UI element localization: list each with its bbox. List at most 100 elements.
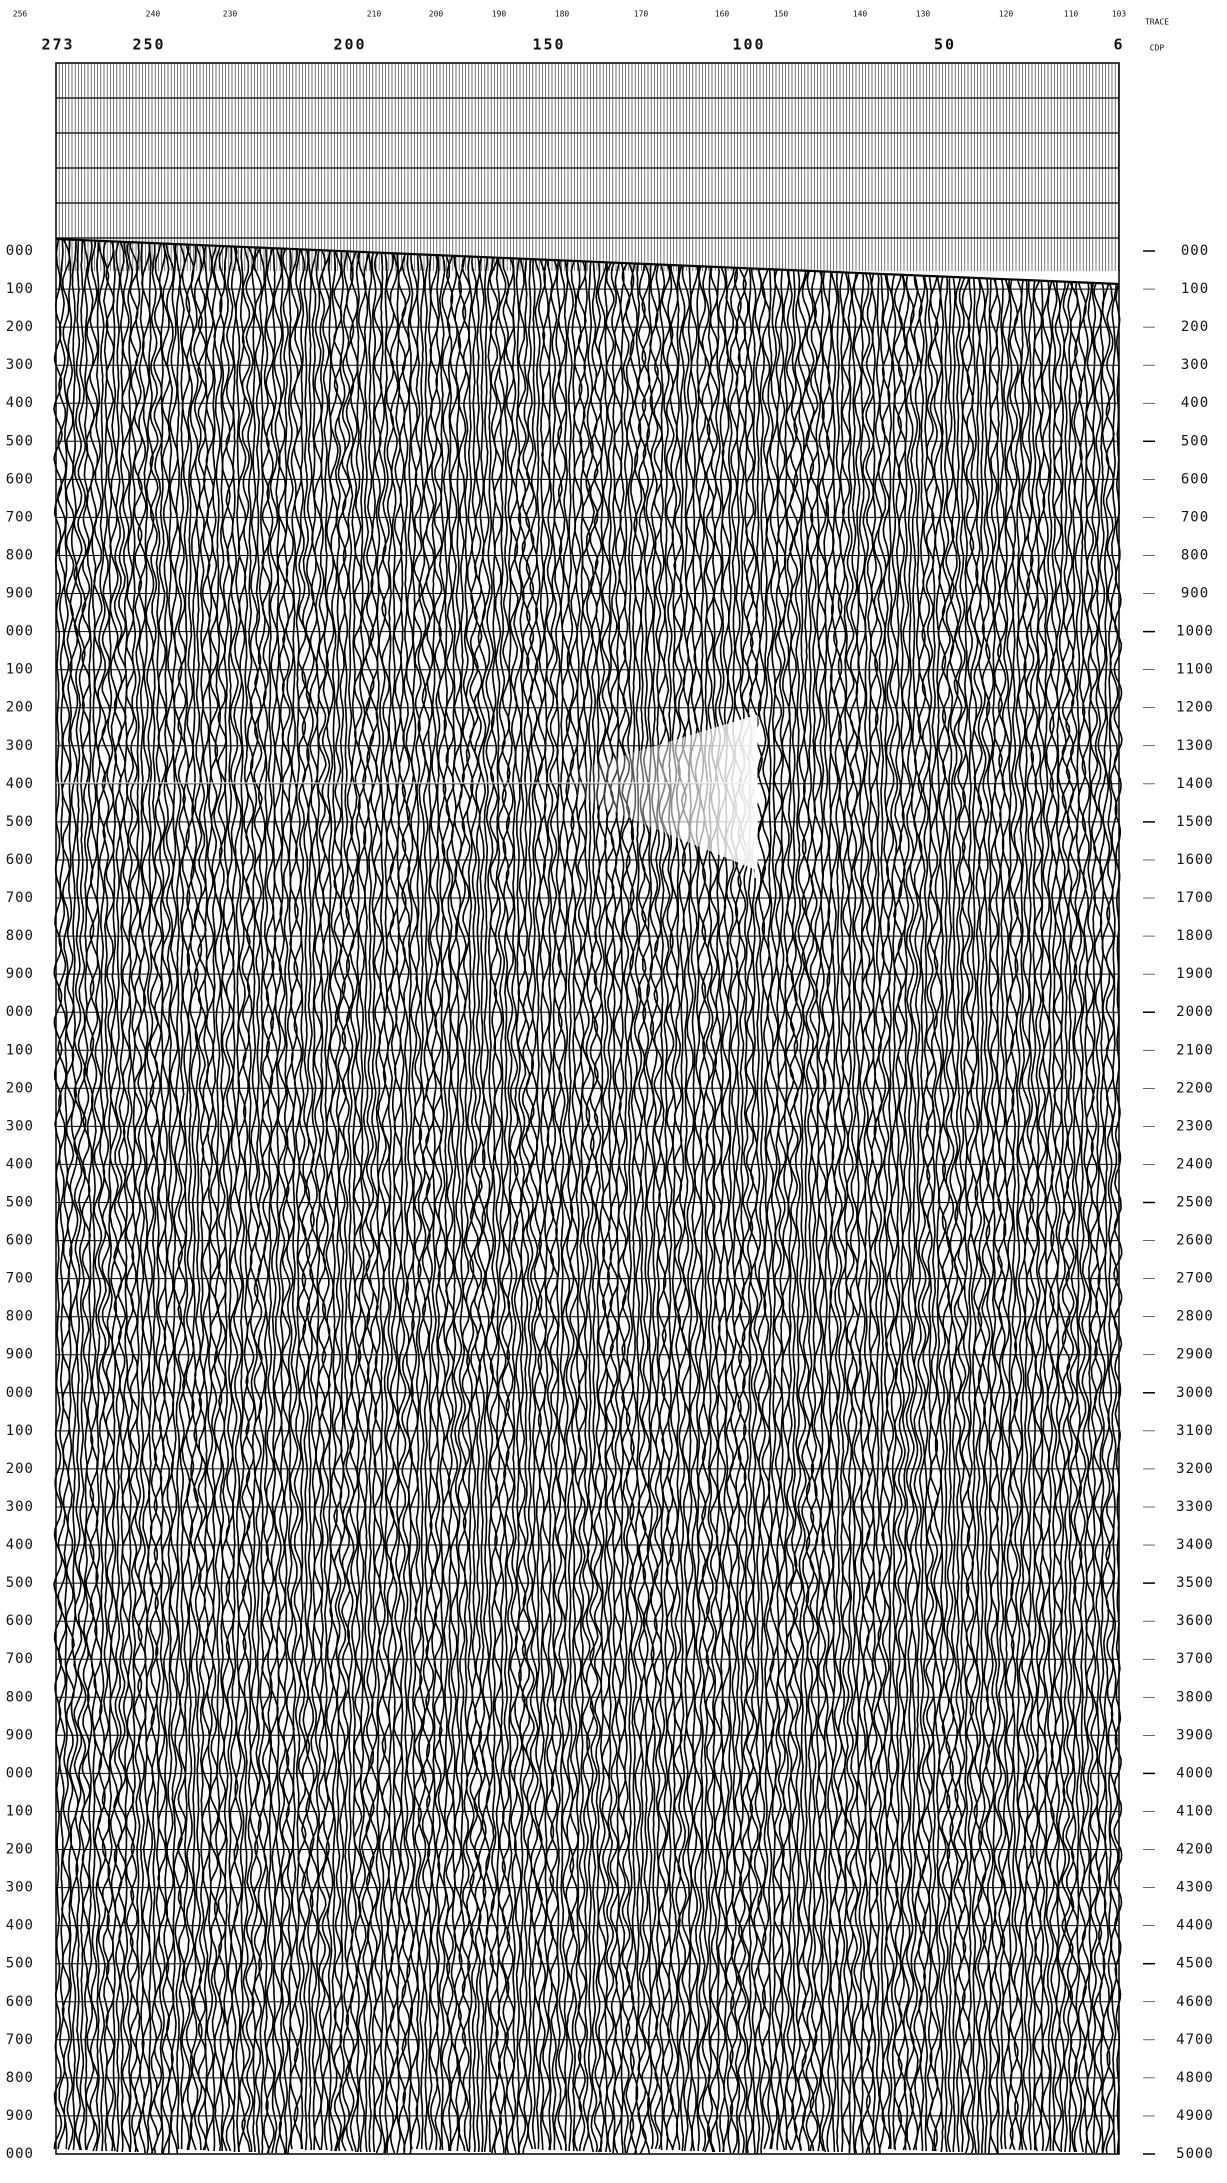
right-time-label: 1700 [1176, 890, 1214, 906]
trace-label: 103 [1112, 10, 1127, 19]
trace [261, 247, 271, 2153]
trace [277, 248, 287, 2155]
left-time-label: 900 [6, 1347, 34, 1363]
trace [413, 254, 423, 2150]
trace [977, 277, 987, 2154]
trace [1033, 280, 1043, 2152]
trace [893, 274, 903, 2151]
left-time-label: 700 [6, 2032, 34, 2048]
trace [909, 274, 919, 2151]
trace [1037, 280, 1047, 2152]
left-time-label: 100 [6, 1042, 34, 1058]
trace-caption: TRACE [1145, 18, 1169, 27]
left-time-label: 200 [6, 1080, 34, 1096]
trace-label: 110 [1064, 10, 1079, 19]
trace [621, 262, 631, 2154]
trace [117, 241, 128, 2153]
right-time-label: 2600 [1176, 1233, 1214, 1249]
trace [901, 274, 911, 2151]
right-time-label: 2200 [1176, 1080, 1214, 1096]
trace [829, 271, 839, 2153]
left-time-label: 800 [6, 928, 34, 944]
trace [461, 255, 471, 2152]
trace [553, 259, 563, 2151]
trace [757, 268, 767, 2155]
trace [533, 258, 543, 2150]
left-time-label: 100 [6, 281, 34, 297]
trace [801, 270, 811, 2152]
trace [325, 250, 335, 2152]
trace [1049, 280, 1059, 2152]
water-traces [55, 63, 1119, 271]
seafloor [55, 237, 1120, 286]
trace [653, 263, 663, 2150]
trace [345, 250, 355, 2152]
trace [53, 238, 63, 2150]
trace [1105, 283, 1115, 2155]
trace [697, 265, 707, 2152]
trace [765, 268, 775, 2150]
trace [521, 258, 531, 2155]
trace [625, 262, 635, 2154]
trace [805, 270, 815, 2152]
labels: 256 240 230 210 200 190 180 170 160 150 140 130 120 1… [6, 10, 1214, 2163]
trace [841, 271, 852, 2153]
trace [989, 278, 1000, 2155]
left-time-label: 900 [6, 966, 34, 982]
trace [69, 239, 79, 2151]
trace [321, 249, 331, 2151]
trace [173, 243, 183, 2150]
right-time-label: 600 [1181, 471, 1209, 487]
left-time-label: 300 [6, 1118, 34, 1134]
trace [785, 269, 795, 2151]
left-time-label: 100 [6, 662, 34, 678]
trace [873, 273, 883, 2155]
trace [341, 250, 351, 2152]
trace [677, 265, 687, 2152]
trace [917, 275, 927, 2152]
trace [401, 253, 411, 2155]
trace [1085, 282, 1095, 2154]
trace [957, 276, 967, 2153]
trace [204, 245, 215, 2152]
trace [913, 274, 923, 2151]
right-time-label: 4000 [1176, 1765, 1214, 1781]
left-time-label: 200 [6, 1842, 34, 1858]
trace [253, 247, 263, 2154]
trace [1041, 280, 1051, 2152]
right-time-label: 3700 [1176, 1651, 1214, 1667]
trace [749, 268, 759, 2154]
trace-label: 230 [223, 10, 238, 19]
trace [217, 245, 227, 2151]
trace [241, 246, 251, 2153]
right-time-label: 1800 [1176, 928, 1214, 944]
trace [285, 248, 295, 2155]
trace [637, 263, 647, 2155]
trace [796, 270, 807, 2152]
right-time-label: 4500 [1176, 1956, 1214, 1972]
trace [969, 277, 979, 2154]
right-time-label: 2700 [1176, 1271, 1214, 1287]
left-time-label: 200 [6, 319, 34, 335]
right-time-label: 3800 [1176, 1689, 1214, 1705]
right-time-label: 3900 [1176, 1727, 1214, 1743]
trace [557, 259, 567, 2151]
trace [745, 267, 755, 2154]
trace [337, 250, 347, 2152]
trace [145, 243, 155, 2154]
trace [101, 240, 111, 2152]
left-time-label: 800 [6, 1309, 34, 1325]
right-time-label: 3500 [1176, 1575, 1214, 1591]
trace [189, 244, 199, 2151]
left-time-label: 500 [6, 1195, 34, 1211]
trace-label: 240 [146, 10, 161, 19]
trace-label: 190 [492, 10, 507, 19]
left-time-label: 600 [6, 471, 34, 487]
trace [597, 261, 607, 2153]
trace [481, 256, 491, 2153]
overlay [56, 288, 1119, 2155]
trace [1113, 283, 1123, 2155]
trace [777, 269, 787, 2151]
left-time-label: 600 [6, 1994, 34, 2010]
